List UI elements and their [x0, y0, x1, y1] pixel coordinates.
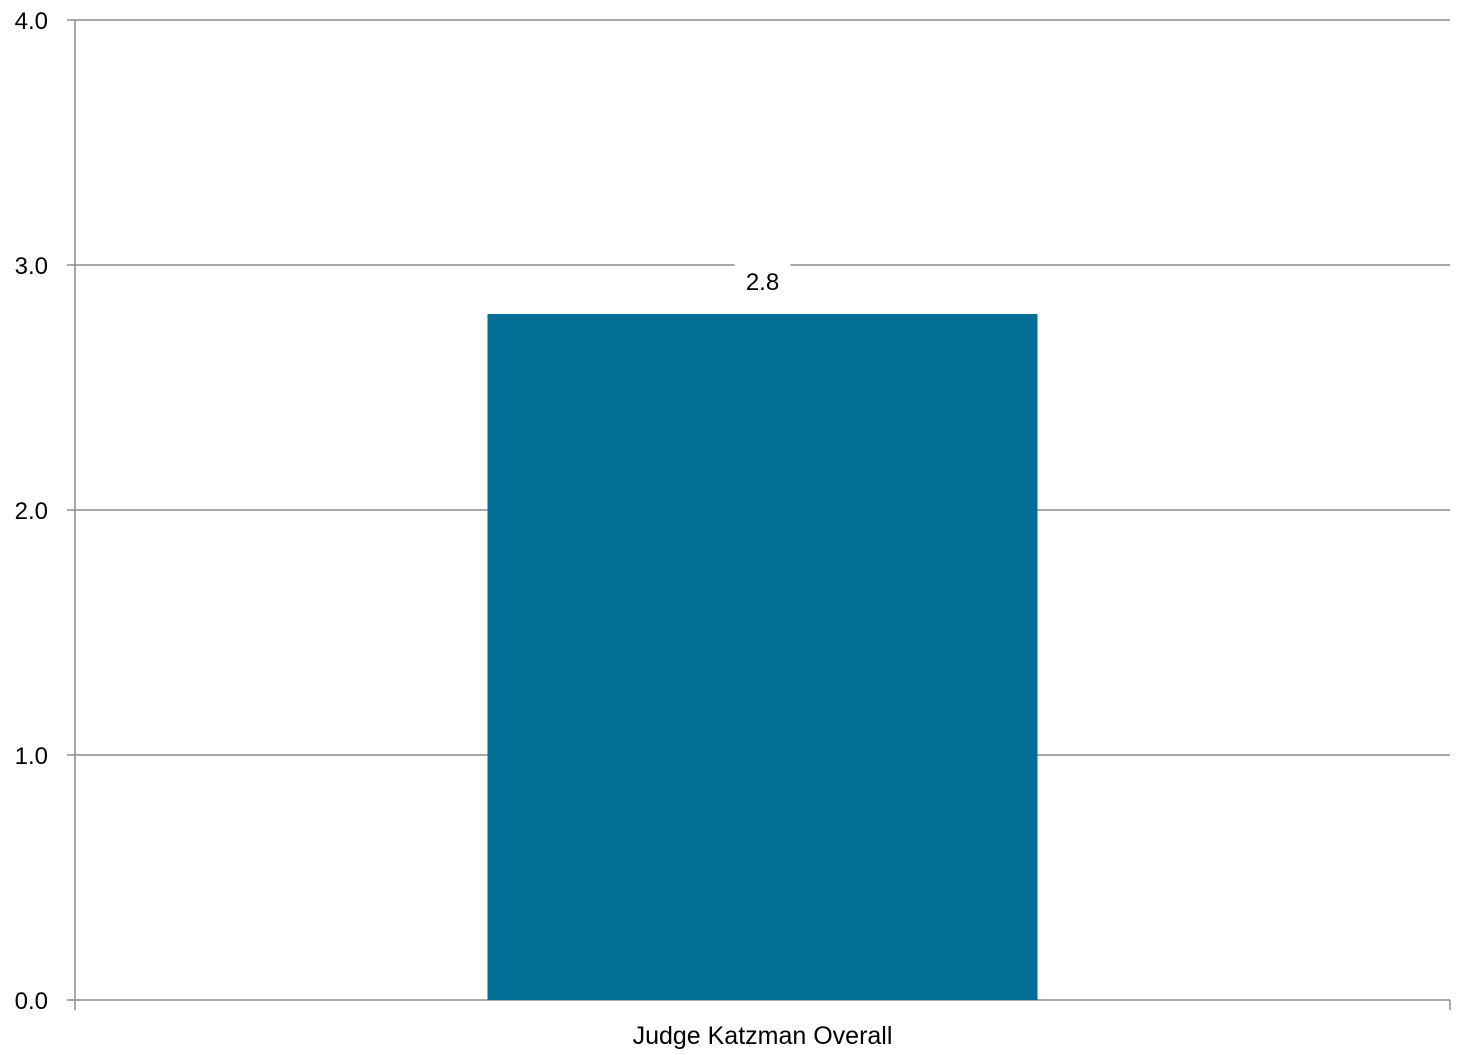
y-tick-label: 0.0 [15, 988, 48, 1015]
category-labels: Judge Katzman Overall [633, 1022, 893, 1050]
bar [487, 314, 1038, 1000]
data-label-bg [734, 263, 791, 301]
y-tick-label: 2.0 [15, 498, 48, 525]
y-tick-labels: 0.0 1.0 2.0 3.0 4.0 [15, 8, 48, 1015]
data-label: 2.8 [746, 269, 779, 296]
data-labels: 2.8 [734, 263, 791, 301]
y-tick-label: 3.0 [15, 253, 48, 280]
y-tick-label: 1.0 [15, 743, 48, 770]
bars [487, 314, 1038, 1000]
y-tick-label: 4.0 [15, 8, 48, 35]
category-label: Judge Katzman Overall [633, 1022, 893, 1050]
